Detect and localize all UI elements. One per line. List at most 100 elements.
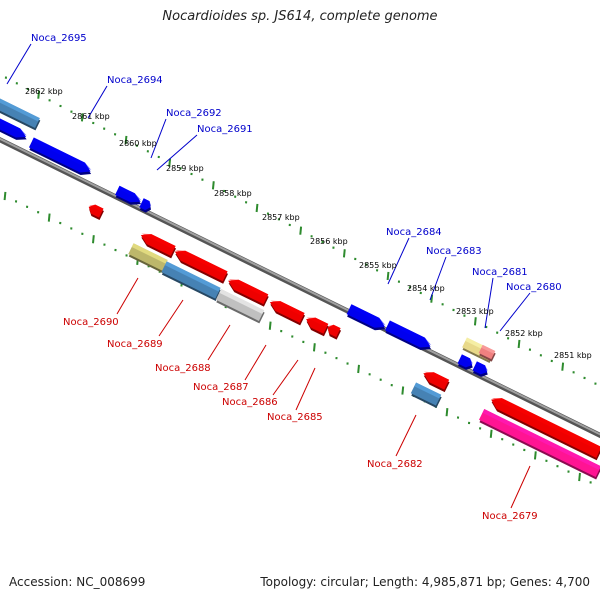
- leader-line: [395, 414, 417, 457]
- gene-noca-2687-top: [228, 279, 269, 307]
- genome-backbone: [0, 137, 600, 439]
- tick-mark: [533, 451, 537, 460]
- leader-line: [295, 367, 316, 411]
- kbp-label: 2851 kbp: [554, 351, 592, 360]
- gene-body: [140, 234, 176, 256]
- gene-highlight: [491, 397, 600, 451]
- kbp-label: 2853 kbp: [456, 307, 494, 316]
- gene-highlight: [131, 243, 168, 264]
- gene-features: [0, 96, 600, 480]
- gene-noca-2682-top: [423, 371, 450, 393]
- kbp-label: 2862 kbp: [25, 87, 63, 96]
- leader-line: [499, 292, 531, 332]
- gene-body: [269, 301, 305, 323]
- gene-highlight: [424, 371, 450, 384]
- gene-body: [228, 279, 269, 305]
- gene-label-reverse[interactable]: Noca_2679: [482, 511, 538, 522]
- gene-highlight: [388, 320, 432, 346]
- tick-mark: [299, 226, 303, 235]
- tick-mark: [386, 271, 390, 281]
- tick-mark: [124, 135, 128, 145]
- kbp-label: 2861 kbp: [72, 112, 110, 121]
- tick-mark: [80, 113, 84, 122]
- gene-highlight: [306, 317, 329, 328]
- tick-mark: [445, 408, 449, 417]
- gene-noca-2694-part: [0, 116, 27, 140]
- gene-label-reverse[interactable]: Noca_2686: [222, 397, 278, 408]
- gene-label-forward[interactable]: Noca_2692: [166, 108, 222, 119]
- gene-highlight: [219, 289, 265, 314]
- gene-label-forward[interactable]: Noca_2691: [197, 124, 253, 135]
- gene-highlight: [141, 233, 176, 250]
- leader-line: [272, 359, 299, 396]
- gene-noca-2690: [128, 243, 169, 274]
- leader-line: [87, 85, 108, 119]
- label-leaders: [6, 43, 531, 509]
- tick-mark: [489, 429, 493, 438]
- tick-mark: [401, 386, 405, 395]
- gene-noca-2679: [479, 408, 600, 480]
- gene-noca-2690-top: [140, 233, 177, 259]
- gene-label-reverse[interactable]: Noca_2682: [367, 459, 423, 470]
- leader-line: [387, 237, 410, 285]
- gene-noca-2682: [410, 382, 442, 409]
- leader-line: [484, 277, 494, 329]
- gene-red-small: [88, 204, 104, 221]
- gene-highlight: [460, 354, 473, 364]
- gene-label-forward[interactable]: Noca_2695: [31, 33, 87, 44]
- genome-summary-text: Topology: circular; Length: 4,985,871 bp…: [260, 575, 590, 589]
- tick-mark: [342, 249, 346, 258]
- tick-mark: [3, 191, 7, 201]
- tick-mark: [255, 203, 259, 213]
- gene-label-reverse[interactable]: Noca_2689: [107, 339, 163, 350]
- gene-highlight: [0, 116, 27, 136]
- gene-label-forward[interactable]: Noca_2694: [107, 75, 163, 86]
- backbone-highlight: [0, 137, 600, 436]
- gene-noca-2691: [139, 198, 152, 213]
- leader-line: [510, 465, 531, 509]
- gene-label-forward[interactable]: Noca_2681: [472, 267, 528, 278]
- gene-noca-2681: [457, 354, 473, 370]
- gene-highlight: [475, 361, 488, 371]
- tick-mark: [211, 181, 215, 190]
- kbp-label: 2856 kbp: [310, 237, 348, 246]
- gene-highlight: [175, 250, 228, 275]
- tick-mark: [517, 339, 521, 349]
- leader-line: [150, 118, 167, 159]
- gene-label-forward[interactable]: Noca_2684: [386, 227, 442, 238]
- gene-label-forward[interactable]: Noca_2680: [506, 282, 562, 293]
- kbp-label: 2857 kbp: [262, 213, 300, 222]
- tick-mark: [47, 213, 51, 222]
- gene-highlight: [117, 185, 142, 201]
- leader-line: [116, 277, 139, 315]
- gene-highlight: [142, 198, 152, 206]
- tick-mark: [92, 235, 95, 244]
- kbp-label: 2854 kbp: [407, 284, 445, 293]
- gene-noca-2688: [215, 289, 265, 324]
- leader-line: [156, 134, 198, 171]
- gene-noca-2689: [161, 261, 222, 302]
- gene-noca-2680: [472, 361, 488, 377]
- tick-mark: [473, 317, 477, 326]
- gene-highlight: [482, 408, 600, 471]
- gene-highlight: [89, 204, 104, 212]
- tick-mark: [357, 364, 360, 374]
- tick-mark: [268, 321, 272, 330]
- gene-highlight: [32, 137, 92, 171]
- gene-label-reverse[interactable]: Noca_2690: [63, 317, 119, 328]
- leader-line: [158, 299, 184, 337]
- gene-noca-2694: [28, 137, 92, 175]
- gene-noca-2681-b: [478, 344, 496, 362]
- gene-highlight: [164, 261, 221, 292]
- leader-line: [207, 324, 231, 361]
- kbp-label: 2859 kbp: [166, 164, 204, 173]
- gene-label-reverse[interactable]: Noca_2687: [193, 382, 249, 393]
- gene-highlight: [270, 300, 305, 317]
- gene-label-reverse[interactable]: Noca_2685: [267, 412, 323, 423]
- gene-noca-2684: [346, 304, 386, 331]
- kbp-label: 2852 kbp: [505, 329, 543, 338]
- gene-noca-2685: [306, 317, 329, 337]
- gene-label-forward[interactable]: Noca_2683: [426, 246, 482, 257]
- gene-label-reverse[interactable]: Noca_2688: [155, 363, 211, 374]
